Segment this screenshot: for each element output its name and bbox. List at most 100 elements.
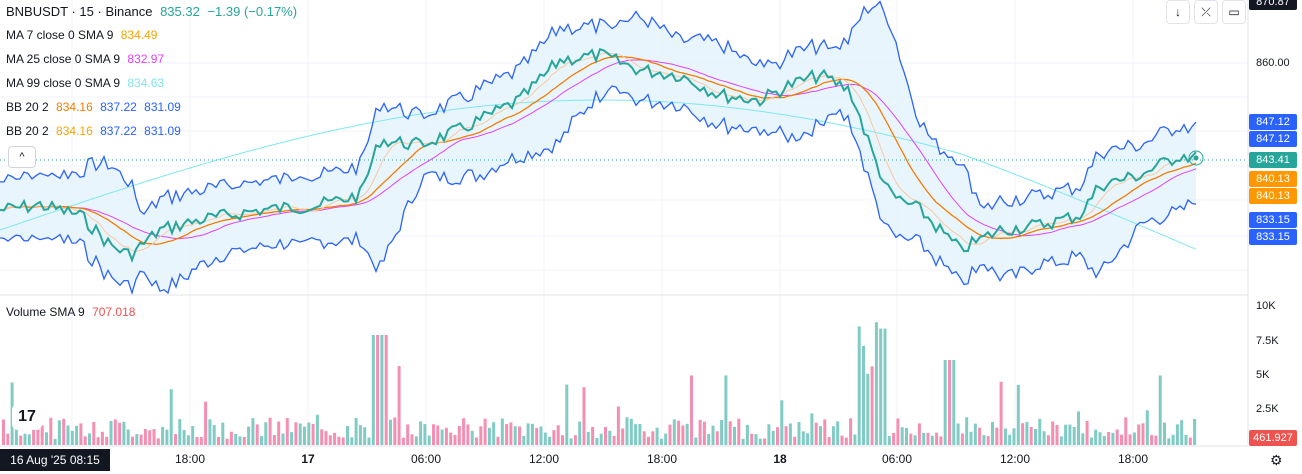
- volume-bar: [320, 429, 324, 445]
- volume-bar: [475, 437, 478, 445]
- volume-bar: [668, 424, 672, 445]
- volume-bar: [367, 437, 371, 445]
- volume-bar: [956, 423, 960, 445]
- volume-bar: [36, 428, 40, 445]
- indicator-value: 834.16: [56, 124, 93, 138]
- volume-bar: [354, 418, 358, 445]
- indicator-bb-1[interactable]: BB 20 2 834.16 837.22 831.09: [6, 100, 185, 114]
- volume-bar: [199, 437, 203, 445]
- volume-bar: [1132, 432, 1136, 445]
- volume-bar: [221, 422, 225, 445]
- collapse-legend-button[interactable]: ^: [8, 146, 36, 168]
- volume-bar: [1154, 435, 1158, 445]
- volume-tick: 5K: [1256, 369, 1270, 381]
- volume-bar: [634, 424, 638, 445]
- volume-bar: [999, 381, 1003, 445]
- volume-bar: [462, 418, 466, 445]
- volume-bar: [978, 427, 982, 445]
- volume-bar: [135, 434, 139, 445]
- volume-bar: [423, 424, 427, 445]
- volume-bar: [896, 418, 900, 445]
- volume-bar: [745, 425, 749, 445]
- volume-bar: [131, 436, 134, 445]
- volume-bar: [831, 426, 835, 445]
- volume-bar: [229, 431, 233, 445]
- volume-bar: [492, 422, 496, 445]
- bollinger-lower-line: [0, 85, 1197, 296]
- volume-bar: [715, 431, 719, 445]
- volume-bar: [1051, 421, 1055, 445]
- volume-bar: [621, 428, 625, 445]
- indicator-ma25[interactable]: MA 25 close 0 SMA 9 832.97: [6, 52, 168, 66]
- volume-bar: [315, 414, 319, 445]
- crosshair-date-label: 16 Aug '25 08:15: [0, 449, 110, 471]
- volume-bar: [917, 423, 921, 445]
- volume-bar: [690, 375, 693, 445]
- volume-bar: [797, 422, 801, 445]
- volume-bar: [849, 418, 853, 445]
- volume-bar: [857, 326, 861, 445]
- volume-bar: [599, 433, 603, 445]
- volume-bar: [1081, 433, 1085, 445]
- volume-bar: [694, 437, 698, 445]
- volume-bar: [126, 429, 130, 445]
- volume-bar: [1008, 434, 1012, 445]
- indicator-value: 834.16: [56, 100, 93, 114]
- volume-tag-last: 461.927: [1249, 430, 1297, 446]
- volume-bar: [879, 328, 883, 445]
- volume-legend[interactable]: Volume SMA 9 707.018: [6, 305, 139, 319]
- volume-bar: [109, 421, 113, 445]
- volume-bar: [982, 435, 986, 445]
- maximize-pane-icon[interactable]: ▭: [1222, 0, 1246, 24]
- volume-bar: [186, 435, 190, 445]
- volume-bar: [311, 423, 315, 445]
- volume-bar: [307, 422, 311, 445]
- volume-bar: [1193, 418, 1197, 445]
- volume-bar: [1089, 437, 1093, 445]
- volume-label: Volume SMA 9: [6, 305, 85, 319]
- volume-bar: [582, 387, 586, 445]
- indicator-bb-2[interactable]: BB 20 2 834.16 837.22 831.09: [6, 124, 185, 138]
- indicator-label: MA 99 close 0 SMA 9: [6, 76, 121, 90]
- price-tag-bb-lower: 833.15: [1249, 212, 1297, 228]
- symbol-legend: BNBUSDT · 15 · Binance 835.32 −1.39 (−0.…: [6, 4, 301, 19]
- volume-bar: [122, 421, 126, 445]
- volume-bar: [905, 428, 908, 445]
- volume-bar: [350, 437, 354, 445]
- volume-bar: [638, 424, 642, 445]
- volume-bar: [539, 426, 543, 445]
- volume-bar: [926, 432, 930, 445]
- volume-bar: [49, 417, 53, 445]
- volume-bar: [182, 429, 186, 445]
- volume-bar: [341, 437, 345, 445]
- volume-bar: [1188, 437, 1192, 445]
- volume-bar: [419, 421, 423, 445]
- volume-bar: [376, 335, 380, 445]
- gear-icon[interactable]: ⚙: [1270, 452, 1283, 468]
- time-label: 12:00: [528, 452, 560, 466]
- indicator-ma7[interactable]: MA 7 close 0 SMA 9 834.49: [6, 28, 161, 42]
- volume-bar: [453, 435, 457, 445]
- indicator-ma99[interactable]: MA 99 close 0 SMA 9 834.63: [6, 76, 168, 90]
- volume-bar: [733, 426, 736, 445]
- volume-bar: [328, 435, 332, 445]
- volume-bar: [767, 424, 771, 445]
- volume-bar: [543, 432, 547, 445]
- volume-bar: [840, 435, 844, 445]
- volume-bar: [139, 434, 143, 445]
- volume-bar: [922, 433, 926, 445]
- volume-bar: [406, 424, 410, 445]
- volume-bar: [247, 426, 251, 445]
- volume-tick: 10K: [1256, 300, 1276, 312]
- volume-bar: [260, 436, 263, 445]
- collapse-pane-icon[interactable]: ⤫: [1194, 0, 1218, 24]
- volume-bar: [88, 433, 91, 445]
- volume-bar: [393, 417, 397, 445]
- tradingview-logo[interactable]: 17: [12, 404, 42, 430]
- volume-bar: [1072, 427, 1076, 445]
- time-label: 18: [773, 452, 787, 466]
- volume-bar: [277, 421, 281, 445]
- volume-bar: [363, 427, 367, 445]
- arrow-down-icon[interactable]: ↓: [1166, 0, 1190, 24]
